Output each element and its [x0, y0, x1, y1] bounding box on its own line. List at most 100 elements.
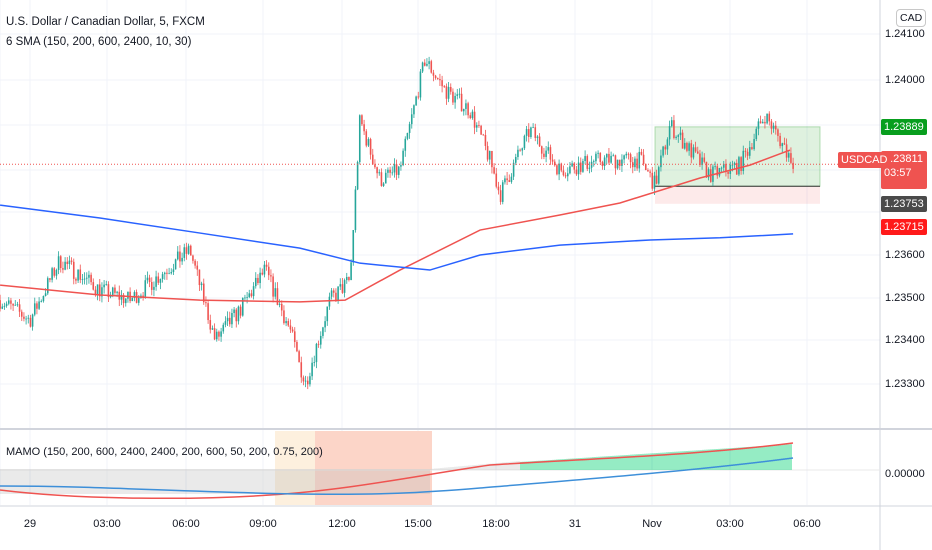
- candle-body: [655, 175, 658, 184]
- candle-body: [551, 159, 554, 162]
- candle-body: [692, 147, 695, 158]
- candle-body: [410, 114, 413, 125]
- candle-body: [391, 172, 394, 174]
- candle-body: [540, 146, 543, 154]
- candle-body: [577, 162, 580, 175]
- candle-body: [226, 317, 229, 322]
- candle-body: [157, 276, 160, 283]
- candle-body: [189, 245, 192, 256]
- candle-body: [31, 314, 34, 327]
- candle-body: [757, 121, 760, 129]
- candle-body: [124, 298, 127, 304]
- candle-body: [421, 62, 424, 72]
- candle-body: [779, 135, 781, 147]
- price-tick: 1.24100: [885, 28, 925, 40]
- candle-body: [23, 316, 25, 319]
- candle-body: [506, 178, 508, 181]
- candle-body: [163, 272, 166, 275]
- mamo-indicator-legend[interactable]: MAMO (150, 200, 600, 2400, 2400, 200, 60…: [6, 446, 323, 458]
- candle-body: [608, 153, 610, 163]
- candle-body: [250, 293, 253, 297]
- time-tick: 03:00: [93, 518, 121, 530]
- candle-body: [85, 277, 88, 279]
- candle-body: [714, 166, 716, 168]
- candle-body: [566, 173, 569, 177]
- candle-body: [664, 146, 667, 150]
- candle-body: [81, 279, 84, 280]
- candle-body: [159, 279, 162, 283]
- candle-body: [296, 342, 298, 352]
- candle-body: [298, 351, 300, 363]
- candle-body: [560, 163, 563, 171]
- candle-body: [538, 136, 541, 147]
- candle-body: [738, 157, 740, 175]
- candle-body: [194, 260, 196, 266]
- candle-body: [200, 283, 203, 286]
- candle-body: [172, 269, 175, 273]
- candle-body: [114, 287, 116, 293]
- candle-body: [369, 139, 372, 155]
- candle-body: [161, 274, 164, 280]
- candle-body: [358, 115, 361, 163]
- candle-body: [176, 251, 179, 260]
- candle-body: [55, 270, 58, 276]
- candle-body: [722, 163, 725, 168]
- candle-body: [486, 145, 489, 160]
- sma-indicator-legend[interactable]: 6 SMA (150, 200, 600, 2400, 10, 30): [6, 36, 192, 48]
- currency-button[interactable]: CAD: [896, 9, 927, 27]
- price-tick: 1.23300: [885, 378, 925, 390]
- candle-body: [302, 377, 305, 382]
- candle-body: [122, 294, 125, 304]
- candle-body: [631, 162, 634, 168]
- candle-body: [380, 172, 383, 186]
- candle-body: [166, 272, 168, 274]
- candle-body: [514, 157, 517, 163]
- candle-body: [532, 127, 534, 129]
- price-tick: 1.23400: [885, 334, 925, 346]
- candle-body: [456, 94, 459, 96]
- candle-body: [744, 150, 747, 152]
- candle-body: [257, 277, 259, 284]
- candle-body: [205, 302, 207, 304]
- candle-body: [634, 158, 636, 168]
- candle-body: [419, 71, 422, 98]
- candle-body: [729, 164, 732, 174]
- candle-body: [278, 303, 281, 305]
- candle-body: [592, 161, 595, 163]
- candle-body: [92, 282, 95, 290]
- candle-body: [322, 327, 324, 336]
- candle-body: [753, 139, 755, 150]
- candle-body: [88, 274, 90, 278]
- candle-body: [553, 161, 556, 166]
- candle-body: [579, 162, 582, 172]
- time-tick: 03:00: [716, 518, 744, 530]
- candle-body: [774, 125, 777, 130]
- candle-body: [766, 113, 768, 124]
- candle-body: [68, 260, 71, 265]
- candle-body: [599, 152, 602, 162]
- candle-body: [222, 324, 225, 332]
- sma-blue-line: [0, 204, 794, 271]
- candle-body: [246, 297, 248, 298]
- candle-body: [59, 256, 62, 269]
- candle-body: [220, 331, 222, 337]
- bar-countdown: 03:57: [884, 167, 912, 179]
- candle-body: [530, 127, 532, 137]
- candle-body: [70, 260, 73, 262]
- candle-body: [142, 295, 144, 297]
- time-tick: 15:00: [404, 518, 432, 530]
- candle-body: [335, 292, 337, 300]
- candle-body: [484, 135, 487, 146]
- candle-body: [343, 280, 346, 293]
- candle-body: [98, 284, 101, 297]
- candle-body: [629, 154, 632, 163]
- candle-body: [465, 103, 467, 109]
- candle-body: [274, 288, 277, 297]
- candle-body: [673, 120, 675, 138]
- candle-body: [770, 121, 773, 129]
- candle-body: [291, 329, 294, 332]
- candle-body: [218, 331, 220, 337]
- candle-body: [454, 95, 456, 103]
- candle-body: [727, 171, 729, 174]
